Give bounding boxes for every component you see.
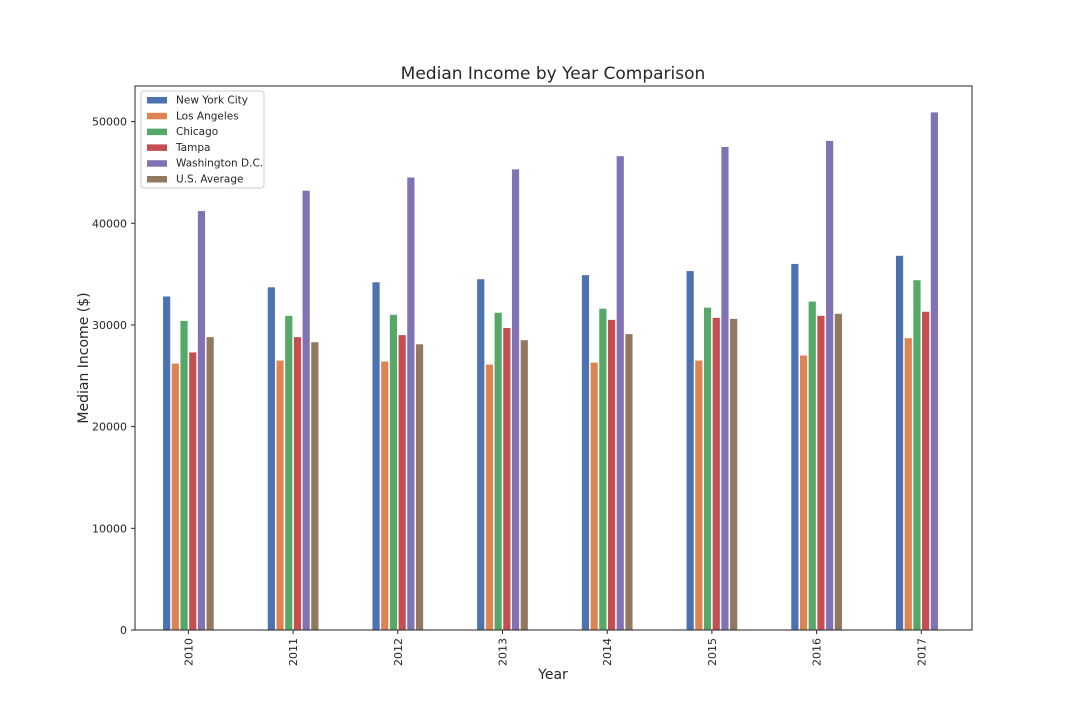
bar-u-s-average-2015: [730, 318, 738, 630]
y-tick-label: 10000: [92, 522, 127, 535]
legend-label: Los Angeles: [176, 110, 239, 122]
bar-tampa-2016: [817, 315, 825, 630]
legend-label: New York City: [176, 95, 248, 107]
legend-swatch: [147, 97, 167, 104]
bar-washington-d-c-2011: [302, 190, 310, 631]
legend-swatch: [147, 112, 167, 120]
legend-label: Washington D.C.: [176, 158, 263, 170]
bar-tampa-2010: [189, 352, 197, 630]
bar-new-york-city-2012: [372, 282, 380, 630]
x-tick-label: 2015: [706, 638, 719, 666]
bar-los-angeles-2012: [381, 361, 389, 630]
bar-u-s-average-2011: [311, 342, 319, 630]
bar-chicago-2017: [913, 280, 921, 630]
bar-washington-d-c-2010: [197, 211, 206, 630]
legend-swatch: [147, 160, 167, 167]
legend-swatch: [147, 128, 167, 136]
bar-washington-d-c-2017: [930, 112, 938, 630]
legend-swatch: [147, 144, 167, 151]
x-tick-label: 2016: [811, 638, 824, 666]
x-tick-label: 2011: [287, 638, 300, 666]
y-axis: 0 10000 20000 30000 40000 50000: [92, 116, 135, 637]
bar-washington-d-c-2016: [826, 140, 834, 630]
bar-los-angeles-2017: [904, 338, 912, 630]
bar-u-s-average-2016: [834, 313, 842, 630]
y-tick-label: 0: [120, 624, 127, 637]
bar-new-york-city-2011: [267, 287, 275, 630]
bar-chicago-2011: [285, 315, 293, 630]
bar-tampa-2014: [607, 319, 616, 630]
bar-new-york-city-2013: [477, 279, 485, 630]
bar-chicago-2013: [494, 312, 502, 630]
bar-tampa-2015: [712, 317, 720, 630]
bar-los-angeles-2014: [590, 362, 598, 630]
bar-los-angeles-2010: [171, 363, 179, 630]
y-tick-label: 30000: [92, 319, 127, 332]
x-tick-label: 2017: [915, 638, 928, 666]
legend-label: Tampa: [175, 142, 210, 154]
bars-layer: [163, 112, 938, 631]
legend: New York City Los Angeles Chicago Tampa Wash…: [140, 90, 265, 189]
bar-washington-d-c-2014: [616, 156, 624, 630]
bar-u-s-average-2013: [520, 340, 528, 630]
y-axis-label: Median Income ($): [76, 292, 92, 423]
bar-tampa-2017: [922, 311, 930, 630]
bar-tampa-2012: [398, 335, 406, 630]
y-tick-label: 20000: [92, 421, 127, 434]
bar-los-angeles-2011: [276, 360, 284, 630]
bar-washington-d-c-2012: [407, 177, 415, 630]
bar-los-angeles-2013: [485, 364, 494, 630]
bar-new-york-city-2016: [791, 263, 799, 630]
bar-los-angeles-2016: [799, 355, 808, 630]
bar-new-york-city-2010: [163, 296, 171, 630]
x-tick-label: 2010: [182, 638, 195, 666]
x-axis-label: Year: [537, 667, 568, 683]
x-axis: 2010 2011 2012 2013 2014 2015 2016 2017: [182, 630, 928, 666]
legend-label: Chicago: [176, 126, 218, 138]
bar-tampa-2013: [503, 328, 511, 630]
x-tick-label: 2013: [497, 638, 510, 666]
bar-new-york-city-2014: [581, 275, 590, 630]
bar-washington-d-c-2013: [511, 169, 520, 630]
bar-u-s-average-2012: [415, 344, 424, 630]
x-tick-label: 2012: [392, 638, 405, 666]
chart-title: Median Income by Year Comparison: [401, 64, 706, 84]
bar-tampa-2011: [293, 337, 302, 630]
bar-washington-d-c-2015: [721, 147, 729, 630]
bar-chicago-2014: [599, 308, 607, 630]
bar-u-s-average-2010: [206, 337, 214, 630]
legend-box: [140, 90, 265, 189]
legend-label: U.S. Average: [176, 174, 243, 186]
y-tick-label: 40000: [92, 217, 127, 230]
bar-new-york-city-2017: [895, 255, 904, 630]
bar-chicago-2016: [808, 301, 816, 630]
bar-new-york-city-2015: [686, 271, 694, 630]
bar-los-angeles-2015: [695, 360, 703, 630]
x-tick-label: 2014: [601, 638, 614, 666]
bar-u-s-average-2014: [625, 334, 633, 630]
legend-swatch: [147, 176, 167, 183]
bar-chicago-2015: [703, 307, 712, 630]
plot-frame: [134, 85, 973, 631]
y-tick-label: 50000: [92, 116, 127, 129]
bar-chicago-2010: [180, 320, 188, 630]
bar-chicago-2012: [389, 314, 398, 630]
